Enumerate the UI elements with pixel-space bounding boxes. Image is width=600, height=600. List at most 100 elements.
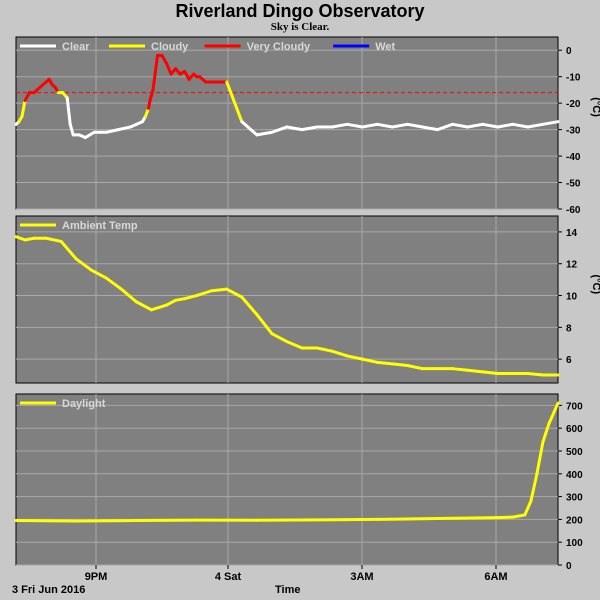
series-segment-sky [160, 54, 169, 65]
series-segment-sky [360, 122, 379, 129]
series-segment-daylight [541, 422, 551, 444]
series-segment-daylight [523, 499, 533, 517]
series-segment-ambient [240, 295, 259, 317]
series-segment-ambient [134, 300, 153, 312]
series-segment-sky [421, 125, 440, 132]
series-segment-sky [526, 122, 545, 129]
y-tick-label: -40 [566, 152, 581, 163]
y-tick-label: -60 [566, 205, 581, 216]
series-segment-ambient [150, 303, 169, 312]
series-segment-ambient [330, 349, 349, 358]
y-axis-label: (°C) [590, 274, 600, 294]
series-segment-ambient [104, 276, 123, 291]
series-segment-ambient [466, 368, 485, 374]
page-title: Riverland Dingo Observatory [175, 1, 425, 21]
y-tick-label: 12 [566, 260, 578, 271]
y-tick-label: 0 [566, 561, 572, 572]
series-segment-daylight [511, 513, 527, 519]
series-segment-daylight [529, 472, 539, 503]
series-segment-daylight [436, 516, 500, 520]
series-segment-sky [270, 125, 289, 134]
series-segment-sky [496, 122, 515, 129]
series-segment-daylight [553, 401, 560, 412]
series-segment-ambient [183, 294, 199, 301]
series-segment-ambient [59, 239, 78, 261]
series-segment-sky [148, 88, 155, 103]
series-segment-sky [104, 128, 120, 134]
y-tick-label: 700 [566, 401, 583, 412]
legend-label: Ambient Temp [62, 220, 138, 232]
series-segment-sky [436, 122, 455, 132]
y-tick-label: 200 [566, 515, 583, 526]
series-segment-ambient [315, 346, 334, 353]
series-segment-sky [240, 120, 259, 137]
series-segment-daylight [375, 516, 440, 521]
series-segment-sky [405, 122, 424, 129]
y-tick-label: 100 [566, 538, 583, 549]
series-segment-sky [68, 122, 75, 137]
series-segment-ambient [44, 236, 63, 243]
legend-label: Daylight [62, 398, 106, 410]
series-segment-sky [65, 96, 72, 126]
x-tick-label: 4 Sat [215, 571, 242, 583]
legend-label: Wet [375, 41, 395, 53]
series-segment-sky [466, 122, 485, 129]
series-segment-sky [20, 99, 27, 118]
series-segment-sky [511, 122, 530, 129]
x-tick-label: 3AM [350, 571, 373, 583]
legend-label: Cloudy [151, 41, 189, 53]
y-tick-label: -30 [566, 126, 581, 137]
y-tick-label: 500 [566, 447, 583, 458]
legend-label: Clear [62, 41, 90, 53]
plot-area-daylight [15, 393, 559, 566]
series-segment-sky [451, 122, 470, 129]
series-segment-ambient [14, 235, 27, 242]
y-tick-label: -50 [566, 179, 581, 190]
x-tick-label: 6AM [484, 571, 507, 583]
series-segment-ambient [210, 287, 229, 293]
series-segment-ambient [74, 257, 93, 272]
plot-area-sky [15, 36, 559, 210]
y-tick-label: 14 [566, 228, 578, 239]
series-segment-ambient [285, 340, 304, 350]
y-tick-label: 400 [566, 470, 583, 481]
series-segment-ambient [390, 362, 409, 368]
y-tick-label: 300 [566, 493, 583, 504]
series-segment-ambient [23, 236, 36, 242]
series-segment-sky [345, 122, 364, 129]
series-segment-ambient [225, 287, 244, 299]
series-segment-daylight [547, 408, 557, 426]
y-tick-label: 6 [566, 355, 572, 366]
series-segment-sky [375, 122, 394, 129]
series-segment-daylight [535, 440, 545, 476]
sky-status-text: Sky is Clear. [270, 21, 330, 33]
series-segment-ambient [481, 370, 500, 375]
y-tick-label: 600 [566, 424, 583, 435]
series-segment-sky [481, 122, 500, 129]
y-axis-label: (°C) [590, 97, 600, 117]
y-tick-label: 0 [566, 46, 572, 57]
y-tick-label: -10 [566, 73, 581, 84]
series-segment-ambient [255, 313, 274, 336]
series-segment-ambient [270, 332, 289, 344]
time-axis-label: Time [275, 584, 301, 596]
y-tick-label: 10 [566, 292, 578, 303]
y-tick-label: 8 [566, 323, 572, 334]
series-segment-ambient [174, 297, 187, 302]
series-segment-sky [330, 122, 349, 129]
series-segment-ambient [165, 298, 178, 307]
series-segment-ambient [119, 287, 138, 304]
series-segment-sky [165, 61, 173, 76]
series-segment-sky [83, 130, 96, 140]
y-tick-label: -20 [566, 99, 581, 110]
series-segment-sky [285, 125, 304, 132]
plot-area-ambient [15, 215, 559, 384]
series-segment-ambient [360, 357, 379, 364]
series-segment-ambient [195, 289, 214, 298]
legend-label: Very Cloudy [247, 41, 311, 53]
x-tick-label: 9PM [85, 571, 108, 583]
series-segment-sky [255, 130, 274, 137]
series-segment-ambient [345, 354, 364, 361]
series-segment-sky [116, 125, 132, 132]
